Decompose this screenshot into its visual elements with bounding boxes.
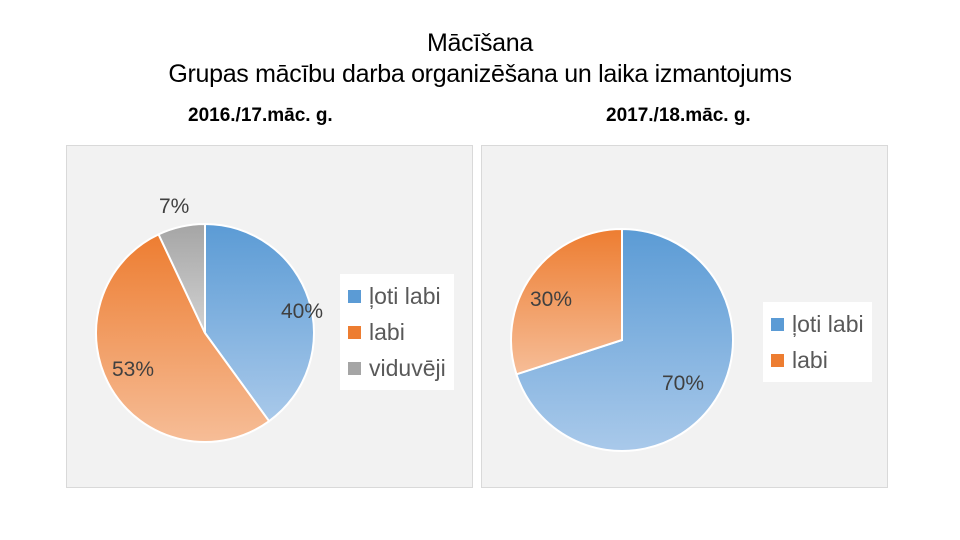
pie-slice-loti-labi	[515, 227, 734, 452]
data-label-viduveji-2016: 7%	[159, 195, 190, 218]
data-label-loti-labi-2017: 70%	[662, 372, 705, 395]
legend-swatch-labi	[771, 353, 784, 367]
legend-label-labi: labi	[369, 318, 405, 345]
chart-panel-2016: 40% 53% 7% ļoti labi labi viduvēji	[66, 145, 473, 488]
legend-item-viduveji: viduvēji	[348, 350, 446, 386]
pie-slice-labi	[95, 233, 271, 443]
title-line-2: Grupas mācību darba organizēšana un laik…	[168, 60, 792, 88]
legend-swatch-viduveji	[348, 361, 361, 375]
legend-swatch-labi	[348, 325, 361, 339]
data-label-labi-2016: 53%	[112, 358, 155, 381]
legend-label-loti-labi: ļoti labi	[369, 282, 441, 309]
legend-2016: ļoti labi labi viduvēji	[340, 274, 454, 390]
legend-item-labi: labi	[771, 342, 864, 378]
legend-2017: ļoti labi labi	[763, 302, 872, 382]
pie-chart-2016	[95, 222, 315, 443]
pie-slice-loti-labi	[204, 222, 315, 423]
legend-swatch-loti-labi	[348, 289, 361, 303]
legend-swatch-loti-labi	[771, 317, 784, 331]
chart-title-2017: 2017./18.māc. g.	[606, 105, 751, 126]
legend-item-loti-labi: ļoti labi	[771, 306, 864, 342]
legend-label-loti-labi: ļoti labi	[792, 310, 864, 337]
slide-title: Mācīšana Grupas mācību darba organizēšan…	[0, 28, 960, 90]
legend-item-loti-labi: ļoti labi	[348, 278, 446, 314]
pie-slice-viduveji	[157, 222, 206, 334]
pie-slice-labi	[510, 227, 623, 376]
data-label-loti-labi-2016: 40%	[281, 300, 324, 323]
chart-panel-2017: 70% 30% ļoti labi labi	[481, 145, 888, 488]
legend-label-viduveji: viduvēji	[369, 354, 446, 381]
chart-title-2016: 2016./17.māc. g.	[188, 105, 333, 126]
title-line-1: Mācīšana	[427, 29, 533, 57]
pie-chart-2017	[510, 227, 734, 452]
legend-item-labi: labi	[348, 314, 446, 350]
legend-label-labi: labi	[792, 346, 828, 373]
data-label-labi-2017: 30%	[530, 288, 573, 311]
